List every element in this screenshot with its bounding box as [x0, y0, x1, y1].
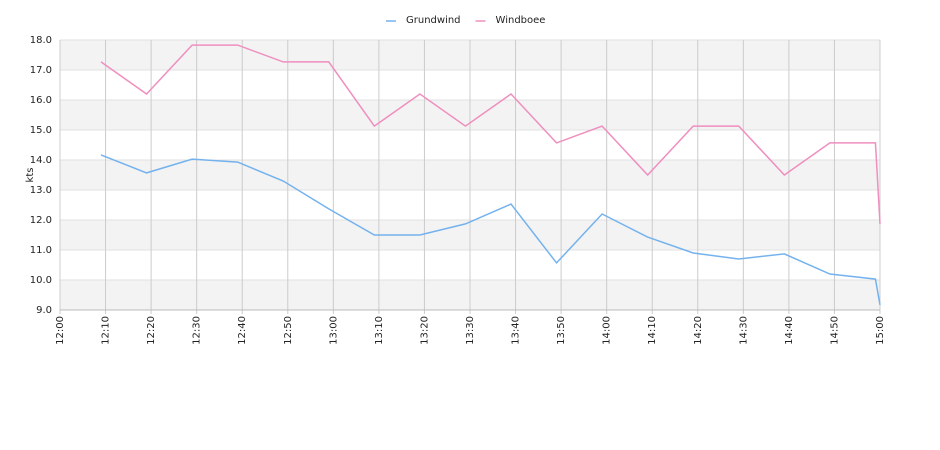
y-tick-label: 16.0: [30, 95, 52, 106]
x-tick-label: 14:50: [829, 316, 840, 345]
x-tick-label: 14:00: [602, 316, 613, 345]
x-tick-label: 13:40: [511, 316, 522, 345]
y-axis-label: kts: [25, 168, 36, 183]
x-tick-label: 14:40: [784, 316, 795, 345]
x-tick-label: 14:10: [647, 316, 658, 345]
x-tick-label: 12:30: [192, 316, 203, 345]
y-tick-label: 13.0: [30, 185, 52, 196]
x-tick-label: 12:40: [237, 316, 248, 345]
x-tick-label: 13:10: [374, 316, 385, 345]
y-tick-label: 18.0: [30, 35, 52, 46]
x-tick-label: 12:10: [101, 316, 112, 345]
x-tick-label: 14:30: [738, 316, 749, 345]
y-tick-label: 17.0: [30, 65, 52, 76]
legend-label: Grundwind: [406, 15, 461, 26]
y-tick-label: 11.0: [30, 245, 52, 256]
y-tick-label: 14.0: [30, 155, 52, 166]
x-tick-label: 13:20: [419, 316, 430, 345]
x-tick-label: 15:00: [875, 316, 886, 345]
y-tick-label: 12.0: [30, 215, 52, 226]
x-tick-label: 14:20: [693, 316, 704, 345]
x-tick-label: 13:30: [465, 316, 476, 345]
series-line: [100, 44, 881, 224]
y-tick-label: 10.0: [30, 275, 52, 286]
x-tick-label: 12:00: [55, 316, 66, 345]
y-tick-label: 9.0: [36, 305, 52, 316]
x-tick-label: 12:20: [146, 316, 157, 345]
x-tick-label: 13:00: [328, 316, 339, 345]
x-tick-label: 12:50: [283, 316, 294, 345]
series-line: [100, 154, 881, 306]
y-tick-label: 15.0: [30, 125, 52, 136]
legend-label: Windboee: [496, 15, 546, 26]
legend: Grundwind Windboee: [386, 15, 545, 26]
x-tick-label: 13:50: [556, 316, 567, 345]
